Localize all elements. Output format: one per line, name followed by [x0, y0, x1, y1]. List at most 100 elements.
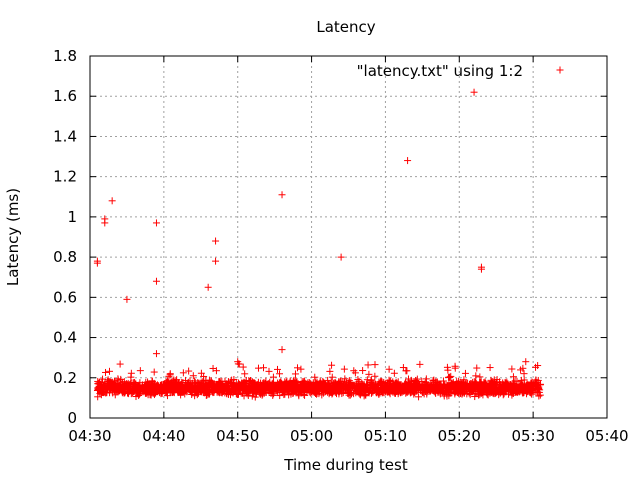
data-point	[444, 382, 452, 390]
data-point-outlier	[404, 157, 412, 165]
data-point	[347, 378, 355, 386]
data-point	[145, 385, 153, 393]
data-point	[179, 385, 187, 393]
data-point	[366, 381, 374, 389]
y-tick-label: 0.2	[53, 369, 77, 387]
x-tick-label: 05:00	[290, 427, 333, 445]
data-point	[430, 376, 438, 384]
data-point	[483, 384, 491, 392]
data-point	[244, 392, 252, 400]
data-point	[248, 378, 256, 386]
y-tick-label: 0.6	[53, 288, 77, 306]
data-point	[488, 382, 496, 390]
legend-label: "latency.txt" using 1:2	[357, 62, 523, 80]
data-point	[97, 384, 105, 392]
data-point	[230, 376, 238, 384]
data-point	[109, 389, 117, 397]
data-point-outlier	[152, 219, 160, 227]
data-point	[116, 386, 124, 394]
data-point	[378, 378, 386, 386]
data-point-outlier	[337, 253, 345, 261]
data-point	[473, 364, 481, 372]
data-point	[229, 381, 237, 389]
data-point	[247, 377, 255, 385]
data-point	[508, 391, 516, 399]
x-tick-label: 05:10	[364, 427, 407, 445]
data-point	[445, 373, 453, 381]
data-point-outlier	[123, 295, 131, 303]
data-point	[326, 388, 334, 396]
data-point	[492, 378, 500, 386]
data-point	[483, 390, 491, 398]
data-point	[508, 365, 516, 373]
data-point	[148, 378, 156, 386]
data-point	[394, 383, 402, 391]
data-point	[269, 381, 277, 389]
data-point	[432, 383, 440, 391]
data-point	[243, 390, 251, 398]
data-point	[179, 369, 187, 377]
data-point	[273, 365, 281, 373]
data-point-outlier	[108, 197, 116, 205]
data-point	[202, 381, 210, 389]
data-point	[451, 388, 459, 396]
data-point	[493, 388, 501, 396]
x-axis-ticks: 04:30 04:40 04:50 05:00 05:10 05:20 05:30 05:40	[68, 56, 629, 445]
data-point	[336, 385, 344, 393]
data-point	[521, 385, 529, 393]
data-point	[478, 389, 486, 397]
data-point	[209, 364, 217, 372]
data-point	[224, 382, 232, 390]
data-point	[294, 364, 302, 372]
data-point	[241, 370, 249, 378]
data-point	[520, 376, 528, 384]
data-point	[472, 372, 480, 380]
data-point	[104, 377, 112, 385]
data-point	[496, 378, 504, 386]
data-point	[115, 385, 123, 393]
data-point	[484, 386, 492, 394]
data-point	[351, 369, 359, 377]
data-point	[354, 387, 362, 395]
data-point	[124, 385, 132, 393]
data-point	[312, 380, 320, 388]
data-point	[338, 377, 346, 385]
data-point	[355, 380, 363, 388]
data-point	[478, 382, 486, 390]
data-point	[320, 387, 328, 395]
data-point	[427, 387, 435, 395]
x-tick-label: 05:30	[512, 427, 555, 445]
data-point	[451, 362, 459, 370]
data-point	[371, 361, 379, 369]
data-point	[472, 383, 480, 391]
data-point	[233, 390, 241, 398]
data-point	[413, 375, 421, 383]
data-point	[101, 368, 109, 376]
data-point	[309, 385, 317, 393]
y-tick-label: 0	[67, 409, 77, 427]
data-point	[288, 386, 296, 394]
data-point	[469, 387, 477, 395]
data-point	[101, 382, 109, 390]
legend-marker	[556, 66, 564, 74]
data-point	[313, 381, 321, 389]
data-point	[373, 386, 381, 394]
data-point	[529, 388, 537, 396]
y-tick-label: 0.8	[53, 248, 77, 266]
data-point	[410, 390, 418, 398]
data-point	[392, 387, 400, 395]
data-point	[127, 373, 135, 381]
data-point	[166, 370, 174, 378]
data-point-outlier	[470, 88, 478, 96]
data-point	[354, 376, 362, 384]
data-point	[239, 363, 247, 371]
data-point	[391, 389, 399, 397]
data-point	[406, 382, 414, 390]
data-point	[401, 381, 409, 389]
data-point	[110, 381, 118, 389]
data-point	[186, 384, 194, 392]
data-point	[415, 393, 423, 401]
data-point	[338, 390, 346, 398]
data-point	[313, 387, 321, 395]
data-point	[455, 377, 463, 385]
